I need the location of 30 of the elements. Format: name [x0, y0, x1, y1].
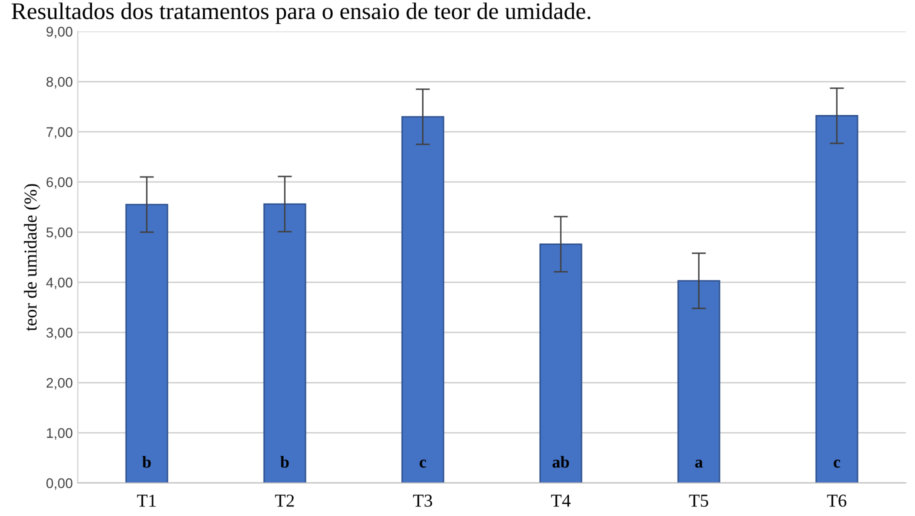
y-tick-label: 6,00 [46, 177, 72, 189]
bar [677, 280, 720, 483]
x-tick-label: T4 [551, 494, 571, 507]
bar [401, 116, 444, 483]
y-tick-label: 7,00 [46, 127, 72, 139]
x-tick-label: T3 [413, 494, 432, 507]
y-tick-label: 3,00 [46, 328, 72, 340]
chart-title: Resultados dos tratamentos para o ensaio de teor de umidade. [12, 2, 590, 24]
bar [815, 115, 858, 483]
x-tick-label: T1 [137, 494, 156, 507]
y-tick-label: 1,00 [46, 428, 72, 440]
bar [263, 203, 306, 483]
y-tick-label: 2,00 [46, 378, 72, 390]
annotation: b [142, 456, 151, 468]
annotation: a [695, 460, 703, 468]
annotation: ab [552, 456, 569, 468]
y-tick-label: 8,00 [46, 76, 72, 88]
x-tick-label: T2 [275, 494, 294, 507]
annotation: c [834, 460, 840, 468]
y-axis-title: teor de umidade (%) [24, 184, 40, 331]
y-tick-label: 0,00 [46, 478, 72, 490]
bar [125, 204, 168, 483]
y-tick-label: 4,00 [46, 278, 72, 290]
x-tick-label: T6 [827, 494, 846, 507]
x-tick-label: T5 [689, 494, 708, 507]
bar [539, 243, 582, 483]
y-tick-label: 9,00 [46, 26, 72, 38]
y-tick-label: 5,00 [46, 227, 72, 239]
annotation: b [280, 456, 289, 468]
annotation: c [420, 460, 426, 468]
